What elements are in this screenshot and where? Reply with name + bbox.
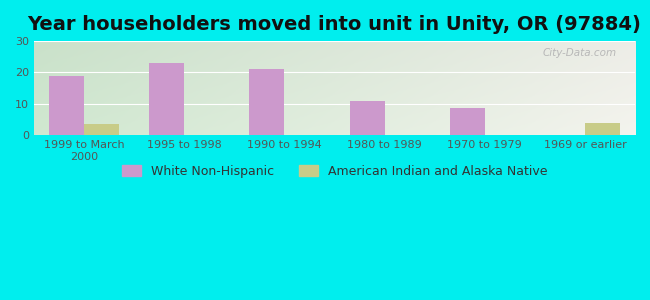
Bar <box>250 69 285 135</box>
Text: City-Data.com: City-Data.com <box>543 48 617 58</box>
Bar <box>450 109 485 135</box>
Bar <box>585 123 620 135</box>
Bar <box>350 101 385 135</box>
Title: Year householders moved into unit in Unity, OR (97884): Year householders moved into unit in Uni… <box>27 15 642 34</box>
Bar <box>49 76 84 135</box>
Bar <box>150 63 184 135</box>
Bar <box>84 124 119 135</box>
Legend: White Non-Hispanic, American Indian and Alaska Native: White Non-Hispanic, American Indian and … <box>122 165 547 178</box>
